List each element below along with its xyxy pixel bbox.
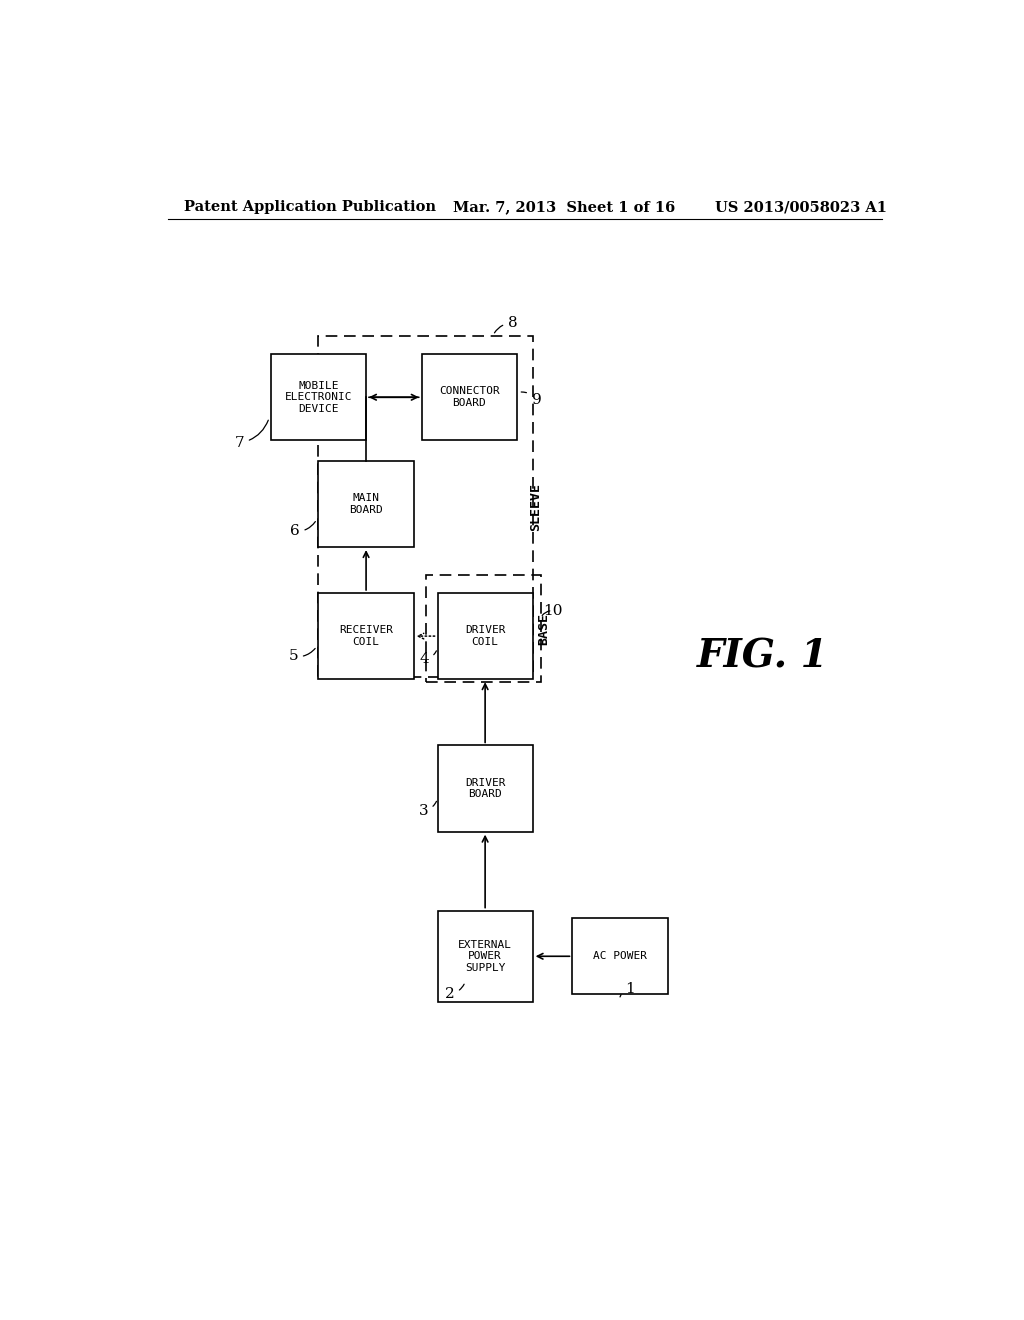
Bar bbox=[318, 593, 414, 680]
Text: SLEEVE: SLEEVE bbox=[529, 483, 543, 531]
Text: MOBILE
ELECTRONIC
DEVICE: MOBILE ELECTRONIC DEVICE bbox=[285, 380, 352, 414]
Text: DRIVER
COIL: DRIVER COIL bbox=[465, 626, 506, 647]
Text: 4: 4 bbox=[419, 651, 436, 667]
Bar bbox=[318, 461, 414, 548]
Bar bbox=[437, 593, 532, 680]
Text: EXTERNAL
POWER
SUPPLY: EXTERNAL POWER SUPPLY bbox=[458, 940, 512, 973]
Text: 2: 2 bbox=[444, 985, 464, 1001]
Text: US 2013/0058023 A1: US 2013/0058023 A1 bbox=[715, 201, 887, 214]
Text: 1: 1 bbox=[620, 982, 635, 997]
Text: Mar. 7, 2013  Sheet 1 of 16: Mar. 7, 2013 Sheet 1 of 16 bbox=[454, 201, 676, 214]
Text: 7: 7 bbox=[234, 420, 268, 450]
Text: 9: 9 bbox=[521, 392, 542, 408]
Bar bbox=[437, 911, 532, 1002]
Text: DRIVER
BOARD: DRIVER BOARD bbox=[465, 777, 506, 800]
Text: AC POWER: AC POWER bbox=[593, 952, 647, 961]
Bar bbox=[426, 576, 541, 682]
Text: 5: 5 bbox=[289, 648, 315, 664]
Text: RECEIVER
COIL: RECEIVER COIL bbox=[339, 626, 393, 647]
Text: 3: 3 bbox=[419, 801, 436, 818]
Text: MAIN
BOARD: MAIN BOARD bbox=[349, 494, 383, 515]
Text: BASE: BASE bbox=[538, 612, 550, 645]
Text: Patent Application Publication: Patent Application Publication bbox=[183, 201, 435, 214]
Bar bbox=[572, 919, 668, 994]
Bar bbox=[422, 354, 517, 441]
Text: 10: 10 bbox=[542, 603, 562, 618]
Bar bbox=[270, 354, 366, 441]
Text: FIG. 1: FIG. 1 bbox=[697, 638, 828, 676]
Text: 8: 8 bbox=[495, 315, 518, 333]
Bar bbox=[437, 746, 532, 832]
Text: 6: 6 bbox=[290, 521, 315, 539]
Text: CONNECTOR
BOARD: CONNECTOR BOARD bbox=[439, 387, 500, 408]
Bar bbox=[318, 337, 532, 677]
